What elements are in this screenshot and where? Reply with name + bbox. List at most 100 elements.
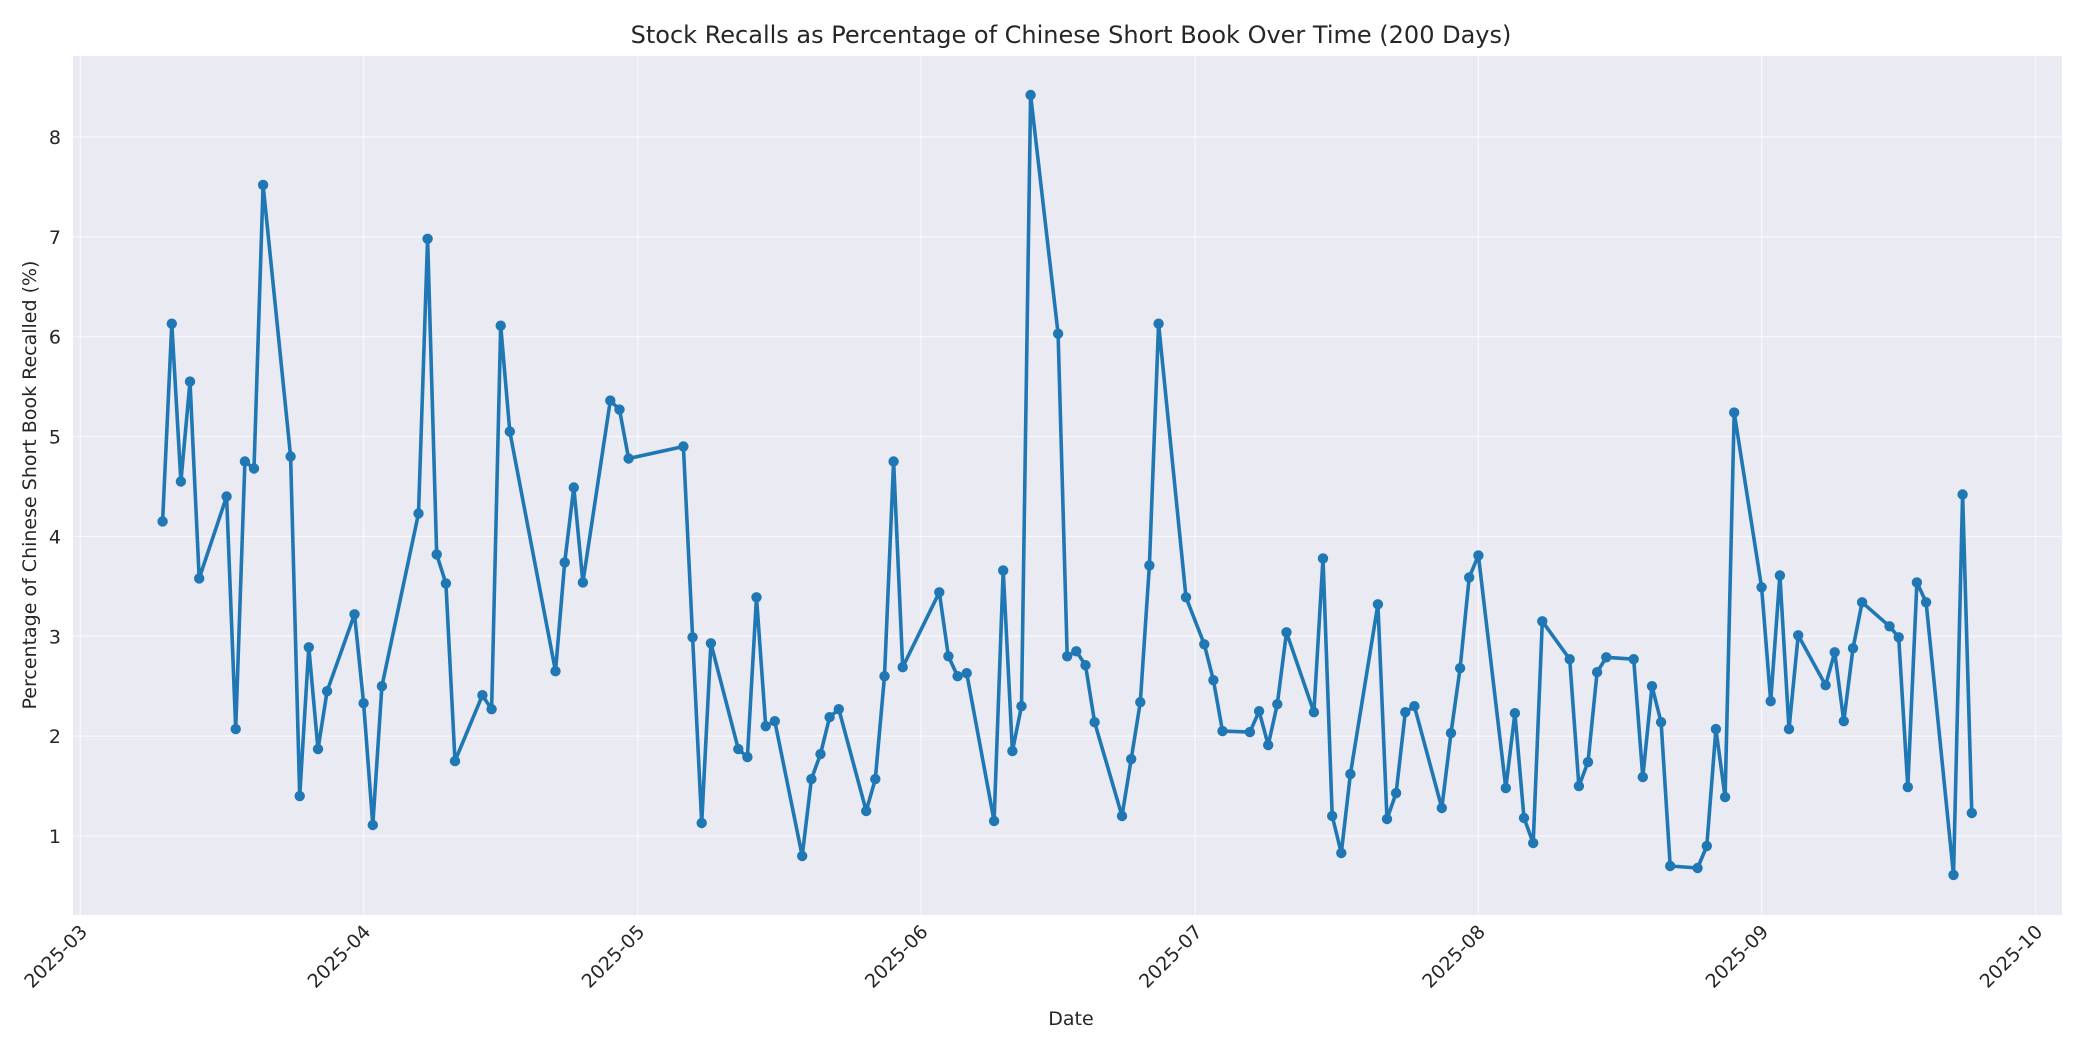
data-point xyxy=(1390,787,1402,799)
data-point xyxy=(230,723,241,735)
data-point xyxy=(257,179,269,191)
data-point xyxy=(194,573,205,584)
data-point xyxy=(888,456,899,467)
data-point xyxy=(504,426,515,437)
data-point xyxy=(1856,597,1868,608)
data-markers xyxy=(157,89,1978,881)
data-point xyxy=(1920,597,1932,608)
x-tick-label: 2025-05 xyxy=(578,921,650,993)
data-point xyxy=(1116,810,1128,822)
data-point xyxy=(248,463,260,474)
data-point xyxy=(1126,753,1137,765)
data-point xyxy=(1089,717,1100,728)
data-point xyxy=(321,686,333,697)
data-point xyxy=(1052,328,1064,339)
data-point xyxy=(1564,654,1575,665)
data-point xyxy=(1820,680,1831,691)
data-point xyxy=(1765,696,1776,707)
data-point xyxy=(988,815,1000,827)
data-point xyxy=(1774,570,1786,581)
data-point xyxy=(1180,592,1192,603)
x-tick-label: 2025-10 xyxy=(1976,921,2048,993)
data-point xyxy=(678,441,689,452)
data-point xyxy=(1637,771,1649,783)
data-point xyxy=(175,476,187,487)
data-point xyxy=(312,743,324,755)
data-point xyxy=(486,704,497,715)
data-point xyxy=(449,755,461,767)
y-axis-ticks: 1 2 3 4 5 6 7 8 xyxy=(49,127,61,848)
data-point xyxy=(477,690,488,701)
data-point xyxy=(1582,756,1594,768)
y-tick-label: 4 xyxy=(49,526,61,548)
data-point xyxy=(879,671,890,682)
data-point xyxy=(431,549,442,560)
data-point xyxy=(1966,807,1978,819)
y-tick-label: 6 xyxy=(49,327,61,349)
x-tick-label: 2025-06 xyxy=(861,921,933,993)
data-point xyxy=(1153,318,1164,329)
plot-area xyxy=(73,56,2062,915)
x-tick-label: 2025-07 xyxy=(1135,921,1207,993)
data-point xyxy=(1144,560,1155,571)
data-point xyxy=(1783,723,1795,735)
data-point xyxy=(1062,651,1073,662)
data-point xyxy=(1281,627,1292,638)
data-point xyxy=(1025,89,1036,101)
data-point xyxy=(1208,675,1219,686)
data-point xyxy=(1911,577,1923,588)
data-point xyxy=(577,577,589,588)
data-point xyxy=(440,578,452,589)
data-point xyxy=(1253,706,1265,717)
data-point xyxy=(349,609,360,620)
chart-title: Stock Recalls as Percentage of Chinese S… xyxy=(631,21,1512,49)
x-tick-label: 2025-09 xyxy=(1701,921,1773,993)
data-point xyxy=(687,632,698,643)
data-point xyxy=(1591,667,1603,678)
data-point xyxy=(1436,802,1448,814)
data-point xyxy=(1838,716,1850,727)
x-axis-label: Date xyxy=(1048,1008,1093,1030)
data-point xyxy=(769,716,780,727)
data-point xyxy=(742,751,753,763)
data-point xyxy=(1509,708,1521,719)
y-axis-label: Percentage of Chinese Short Book Recalle… xyxy=(19,261,41,710)
data-point xyxy=(1445,727,1457,739)
y-tick-label: 7 xyxy=(49,227,61,249)
data-point xyxy=(367,819,378,831)
data-point xyxy=(1518,812,1530,824)
data-point xyxy=(1829,647,1840,658)
x-tick-label: 2025-08 xyxy=(1418,921,1490,993)
data-point xyxy=(797,850,808,862)
data-point xyxy=(239,456,251,467)
data-point xyxy=(1646,681,1658,692)
y-tick-label: 2 xyxy=(49,726,61,748)
data-point xyxy=(1710,723,1722,735)
data-point xyxy=(1729,407,1740,418)
data-point xyxy=(998,565,1009,576)
data-point xyxy=(1701,840,1713,852)
data-point xyxy=(1372,599,1384,610)
data-point xyxy=(157,516,168,527)
data-point xyxy=(897,662,908,673)
data-point xyxy=(1573,780,1585,792)
data-point xyxy=(550,666,561,677)
data-point xyxy=(1007,745,1018,757)
data-point xyxy=(1893,632,1904,643)
data-point xyxy=(751,592,762,603)
y-tick-label: 1 xyxy=(49,826,61,848)
x-tick-label: 2025-04 xyxy=(303,921,375,993)
x-tick-label: 2025-03 xyxy=(20,921,92,993)
data-point xyxy=(861,805,872,817)
data-point xyxy=(358,698,369,709)
data-point xyxy=(1336,847,1347,859)
data-point xyxy=(1464,572,1475,583)
data-point xyxy=(285,451,296,462)
data-point xyxy=(1071,646,1082,657)
data-point xyxy=(221,491,232,502)
data-point xyxy=(495,320,506,331)
data-point xyxy=(413,508,424,519)
data-point xyxy=(934,587,945,598)
data-point xyxy=(815,748,826,760)
